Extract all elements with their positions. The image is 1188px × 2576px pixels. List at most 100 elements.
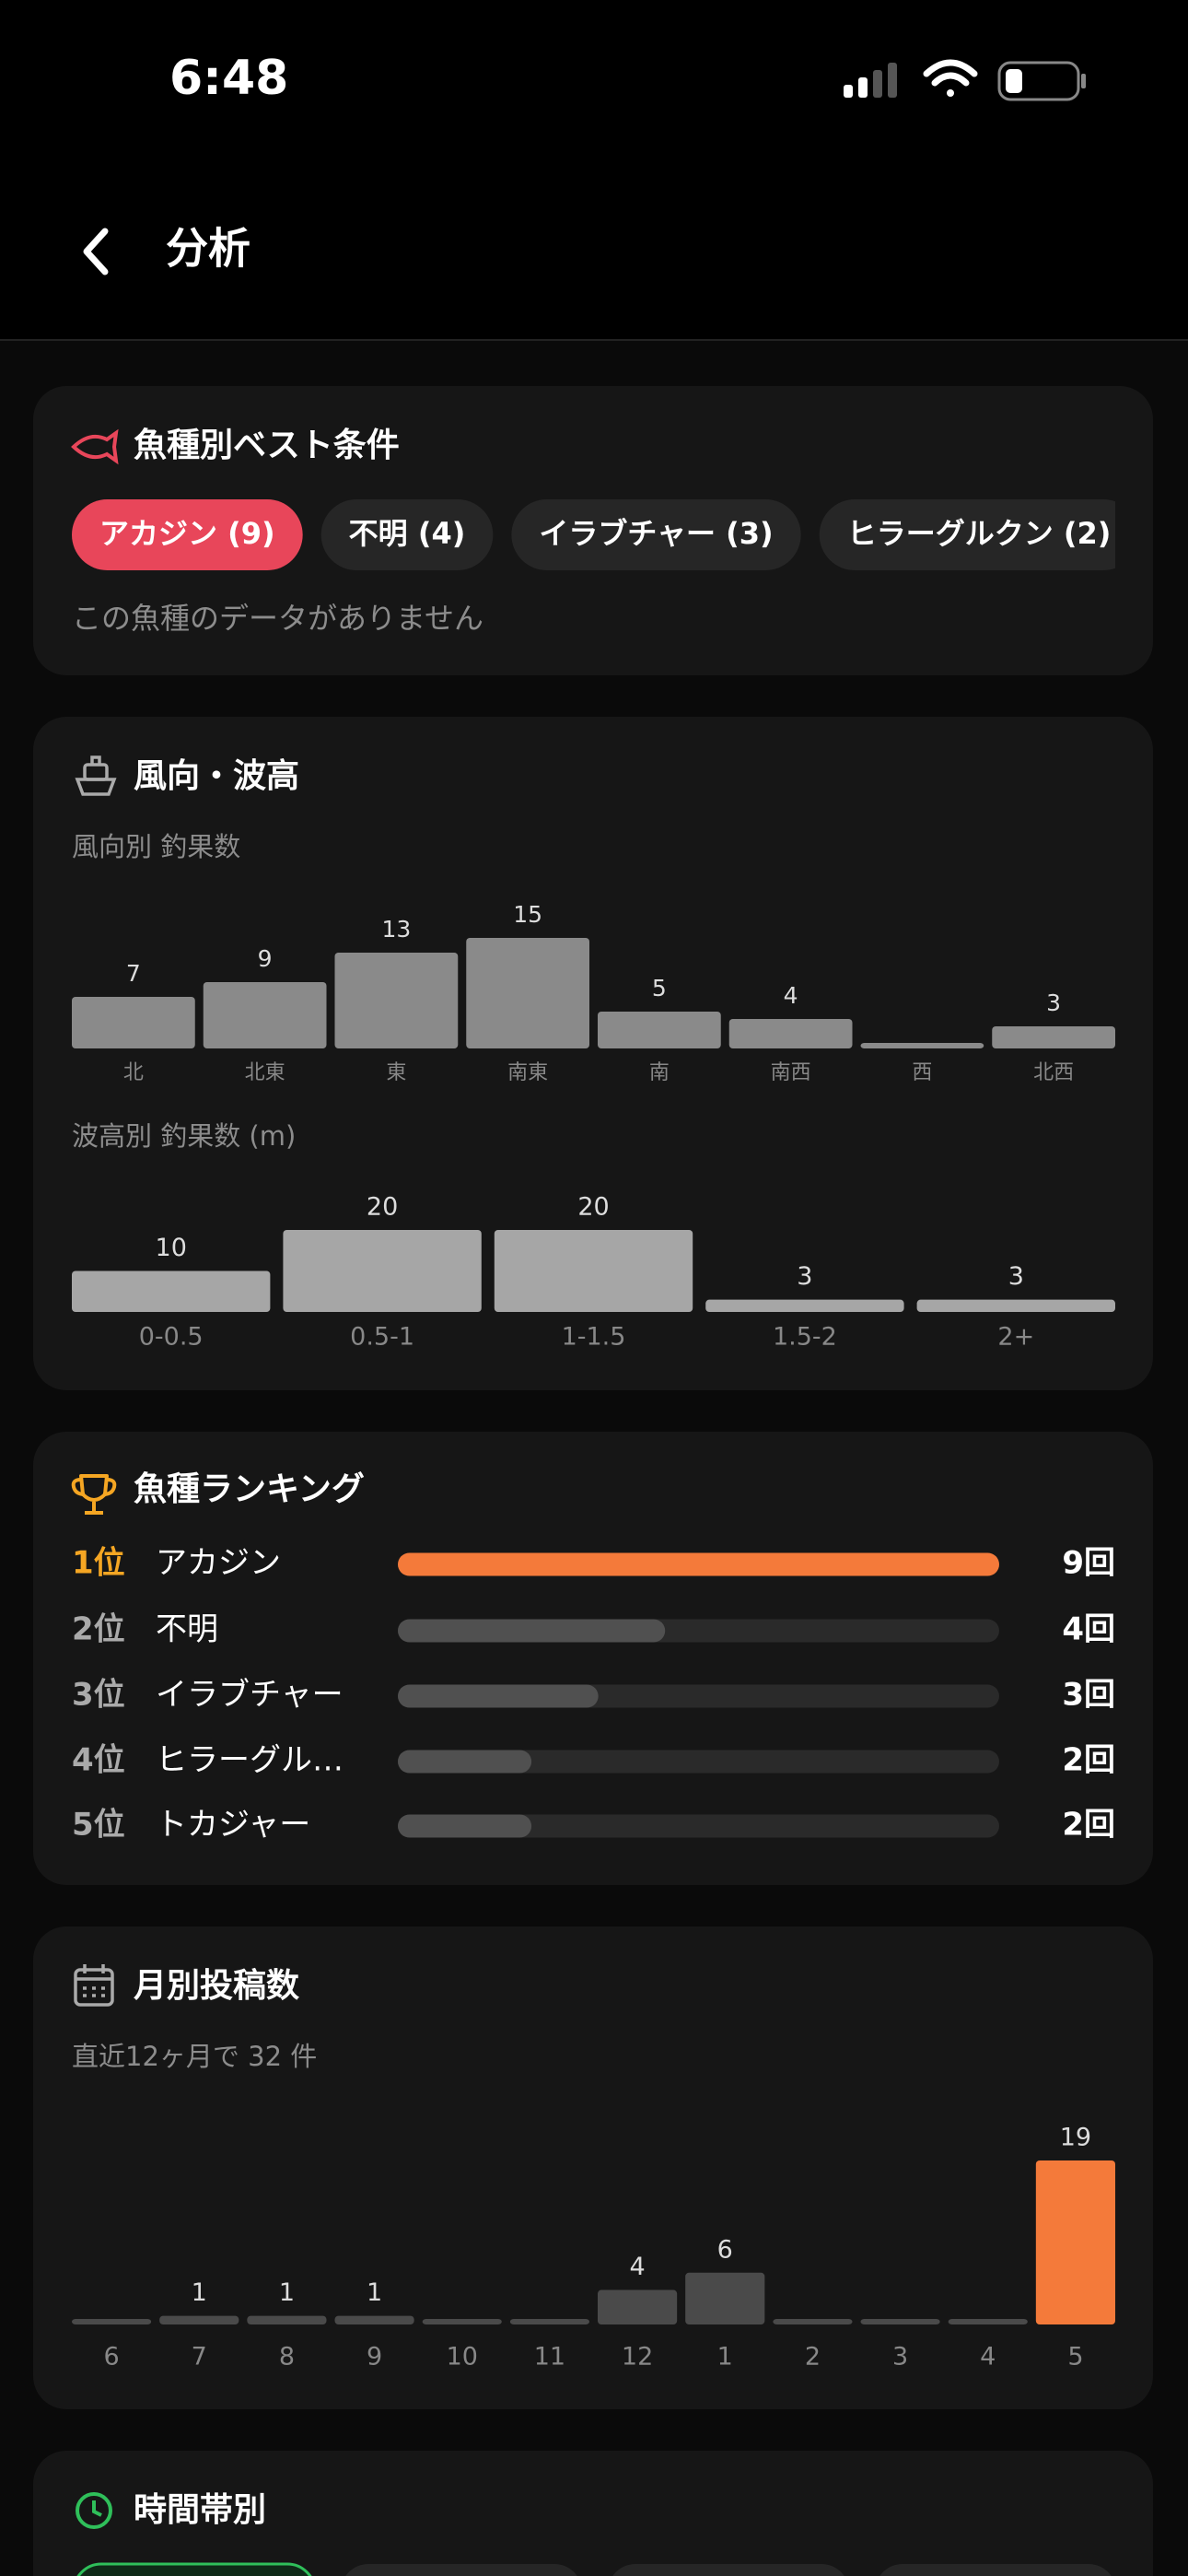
chip-background <box>511 499 801 570</box>
bar <box>159 2315 239 2324</box>
x-tick-label: 0-0.5 <box>139 1323 204 1352</box>
x-tick-label: 南西 <box>771 1061 811 1084</box>
fish-icon <box>71 428 119 465</box>
bar <box>334 2315 414 2324</box>
chip-label: 不明 (4) <box>349 516 466 551</box>
empty-message: この魚種のデータがありません <box>72 601 483 636</box>
x-tick-label: 南 <box>649 1061 670 1084</box>
chart-label: 波高別 釣果数 (m) <box>72 1120 296 1152</box>
bar-value-label: 4 <box>629 2253 645 2281</box>
wind-wave-card <box>33 717 1153 1390</box>
header-title: 分析 <box>166 224 250 274</box>
bar-value-label: 1 <box>279 2278 295 2307</box>
bar <box>509 2319 589 2324</box>
species-name: イラブチャー <box>156 1677 344 1714</box>
bar <box>72 2319 152 2324</box>
x-tick-label: 10 <box>447 2343 478 2371</box>
card-title: 月別投稿数 <box>134 1967 299 2005</box>
bar <box>247 2315 327 2324</box>
species-chip[interactable]: アカジン (9) <box>72 499 303 570</box>
bar <box>398 1684 599 1708</box>
bar <box>422 2319 502 2324</box>
rank-label: 2位 <box>72 1611 125 1648</box>
filter-chip[interactable] <box>608 2564 849 2576</box>
count-label: 3回 <box>1062 1677 1115 1714</box>
species-chip[interactable]: ヒラーグルクン (2) <box>819 499 1139 570</box>
x-tick-label: 北西 <box>1033 1061 1074 1084</box>
x-tick-label: 東 <box>386 1061 406 1084</box>
ranking-list: 1位 アカジン 9回 2位 不明 4回 3位 イラブチャー 3回 4位 ヒラーグル… 2回 5位 トカジャ… <box>72 1545 1115 1844</box>
chip-background <box>819 499 1115 570</box>
x-tick-label: 5 <box>1067 2343 1083 2371</box>
card-subtitle: 直近12ヶ月で 32 件 <box>72 2041 317 2072</box>
card-title: 時間帯別 <box>134 2491 266 2529</box>
bar <box>466 938 589 1048</box>
bar-value-label: 15 <box>513 901 542 928</box>
time-of-day-card <box>33 2451 1153 2576</box>
bar <box>72 997 195 1048</box>
x-tick-label: 北 <box>123 1061 144 1084</box>
x-tick-label: 4 <box>980 2343 996 2371</box>
rank-label: 3位 <box>72 1677 125 1714</box>
card-title: 風向・波高 <box>134 757 299 795</box>
signal-icon <box>844 63 897 98</box>
rank-label: 1位 <box>72 1545 125 1582</box>
count-label: 4回 <box>1062 1611 1115 1648</box>
chip-background <box>320 499 494 570</box>
header-divider <box>0 339 1188 341</box>
bar <box>283 1230 482 1312</box>
bar-value-label: 3 <box>797 1262 812 1291</box>
bar <box>992 1026 1115 1048</box>
count-label: 2回 <box>1062 1807 1115 1844</box>
species-name: 不明 <box>156 1611 218 1648</box>
bar <box>203 982 327 1048</box>
bar-value-label: 9 <box>258 945 273 972</box>
species-chip[interactable]: 不明 (4) <box>320 499 494 570</box>
x-tick-label: 北東 <box>245 1061 285 1084</box>
species-name: トカジャー <box>156 1807 310 1844</box>
chip-label: イラブチャー (3) <box>539 516 773 551</box>
bar <box>598 2289 678 2324</box>
clock-icon <box>76 2492 112 2529</box>
chip-background <box>72 499 303 570</box>
chip-row: アカジン (9) 不明 (4) イラブチャー (3) ヒラーグルクン (2) <box>72 499 1139 570</box>
x-tick-label: 西 <box>912 1061 932 1084</box>
status-time: 6:48 <box>169 51 288 106</box>
battery-icon <box>997 61 1086 101</box>
back-button[interactable] <box>83 228 109 275</box>
boat-icon <box>75 755 117 796</box>
card-title: 魚種ランキング <box>134 1470 365 1508</box>
x-tick-label: 9 <box>367 2343 382 2371</box>
bar <box>598 1012 721 1048</box>
x-tick-label: 1.5-2 <box>773 1323 837 1352</box>
calendar-icon <box>74 1964 114 2007</box>
bar-value-label: 19 <box>1060 2124 1091 2152</box>
bar <box>728 1019 853 1048</box>
count-label: 9回 <box>1062 1545 1115 1582</box>
chip-label: アカジン (9) <box>99 516 275 551</box>
filter-chip[interactable] <box>875 2564 1116 2576</box>
x-tick-label: 2 <box>805 2343 821 2371</box>
bar <box>398 1552 999 1576</box>
species-chip[interactable]: イラブチャー (3) <box>511 499 801 570</box>
filter-chip[interactable] <box>74 2562 315 2576</box>
x-tick-label: 1 <box>717 2343 733 2371</box>
chip-label: ヒラーグルクン (2) <box>847 516 1112 551</box>
x-tick-label: 2+ <box>997 1323 1034 1352</box>
x-tick-label: 0.5-1 <box>350 1323 414 1352</box>
rank-label: 4位 <box>72 1742 125 1779</box>
x-tick-label: 11 <box>534 2343 565 2371</box>
x-tick-label: 12 <box>622 2343 653 2371</box>
bar <box>334 953 459 1048</box>
bar-value-label: 1 <box>192 2278 207 2307</box>
wifi-icon <box>923 59 978 97</box>
filter-chip[interactable] <box>341 2564 582 2576</box>
bar-value-label: 7 <box>126 960 141 987</box>
bar-value-label: 10 <box>156 1234 187 1262</box>
bar <box>72 1270 271 1312</box>
trophy-icon <box>71 1474 117 1515</box>
rank-label: 5位 <box>72 1807 125 1844</box>
bar-value-label: 13 <box>381 916 411 943</box>
bar-value-label: 6 <box>717 2235 733 2264</box>
